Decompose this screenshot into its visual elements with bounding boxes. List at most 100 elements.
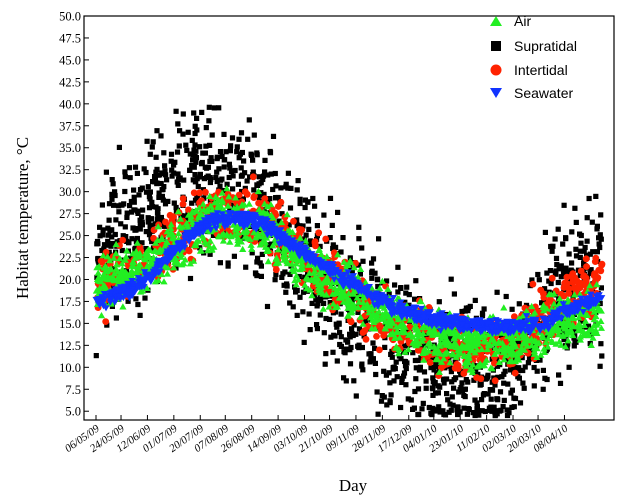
point-air [233, 224, 241, 231]
point-air [528, 302, 536, 310]
point-seawater [512, 320, 520, 327]
point-supratidal [403, 290, 409, 296]
point-seawater [222, 215, 230, 222]
point-air [450, 340, 458, 348]
y-tick-label: 40.0 [59, 97, 81, 111]
point-supratidal [175, 121, 181, 127]
point-supratidal [398, 285, 404, 291]
point-seawater [550, 309, 558, 316]
point-supratidal [495, 374, 501, 380]
point-air [343, 261, 351, 268]
point-supratidal [155, 212, 161, 218]
point-supratidal [529, 277, 535, 283]
point-intertidal [202, 188, 209, 196]
point-supratidal [113, 315, 119, 321]
point-supratidal [306, 226, 312, 232]
point-supratidal [144, 138, 150, 144]
point-air [223, 185, 231, 192]
point-supratidal [527, 346, 533, 352]
point-supratidal [152, 174, 158, 180]
point-supratidal [195, 183, 201, 190]
point-air [576, 336, 584, 343]
point-supratidal [264, 303, 271, 310]
point-supratidal [217, 183, 223, 189]
point-air [522, 307, 530, 314]
point-air [472, 337, 480, 344]
point-supratidal [99, 202, 105, 208]
point-air [219, 237, 228, 244]
point-supratidal [178, 213, 184, 219]
point-seawater [506, 330, 515, 337]
point-seawater [98, 294, 107, 301]
point-intertidal [491, 377, 499, 385]
point-supratidal [412, 388, 418, 395]
point-supratidal [173, 108, 179, 114]
point-supratidal [232, 167, 238, 174]
point-seawater [204, 223, 212, 230]
point-air [263, 246, 271, 253]
point-intertidal [511, 369, 519, 377]
point-supratidal [552, 236, 558, 242]
point-supratidal [351, 378, 357, 384]
point-air [519, 340, 527, 347]
point-supratidal [214, 178, 220, 185]
point-supratidal [369, 268, 375, 274]
point-supratidal [93, 353, 99, 359]
point-seawater [357, 288, 365, 295]
point-supratidal [176, 143, 182, 149]
point-supratidal [387, 380, 393, 386]
point-seawater [336, 278, 344, 285]
point-supratidal [333, 321, 339, 327]
point-air [375, 308, 383, 315]
point-air [547, 291, 555, 298]
point-supratidal [561, 267, 567, 273]
point-supratidal [337, 329, 343, 336]
point-supratidal [300, 289, 307, 295]
point-supratidal [139, 240, 145, 246]
point-supratidal [554, 261, 560, 268]
point-supratidal [206, 118, 212, 124]
point-air [317, 270, 325, 278]
point-seawater [134, 275, 143, 282]
point-air [99, 252, 107, 259]
point-supratidal [412, 357, 418, 364]
point-supratidal [329, 222, 335, 228]
point-air [181, 256, 189, 263]
point-seawater [425, 319, 434, 326]
point-air [241, 233, 249, 240]
point-supratidal [481, 391, 487, 397]
point-supratidal [162, 201, 169, 207]
point-supratidal [146, 205, 153, 211]
point-supratidal [384, 402, 390, 408]
point-air [542, 338, 550, 346]
point-supratidal [172, 159, 178, 165]
point-air [218, 189, 226, 196]
point-supratidal [398, 356, 404, 362]
point-supratidal [202, 164, 208, 170]
point-air [292, 281, 300, 288]
point-air [362, 302, 370, 309]
point-supratidal [406, 302, 412, 308]
point-air [495, 358, 503, 365]
point-intertidal [540, 290, 547, 298]
point-supratidal [187, 275, 194, 282]
point-supratidal [175, 182, 181, 188]
point-supratidal [280, 271, 286, 277]
point-supratidal [356, 342, 362, 348]
point-air [105, 266, 113, 273]
point-supratidal [561, 202, 567, 208]
point-supratidal [190, 152, 196, 158]
point-air [274, 246, 282, 253]
point-supratidal [149, 239, 155, 245]
point-supratidal [127, 175, 133, 181]
point-seawater [233, 211, 241, 218]
point-supratidal [487, 407, 493, 413]
point-supratidal [109, 177, 115, 183]
point-supratidal [116, 144, 122, 150]
point-seawater [271, 226, 279, 233]
point-air [154, 223, 162, 230]
y-tick-label: 25.0 [59, 229, 81, 243]
point-seawater [102, 305, 110, 312]
point-supratidal [221, 131, 227, 137]
point-supratidal [158, 133, 164, 139]
